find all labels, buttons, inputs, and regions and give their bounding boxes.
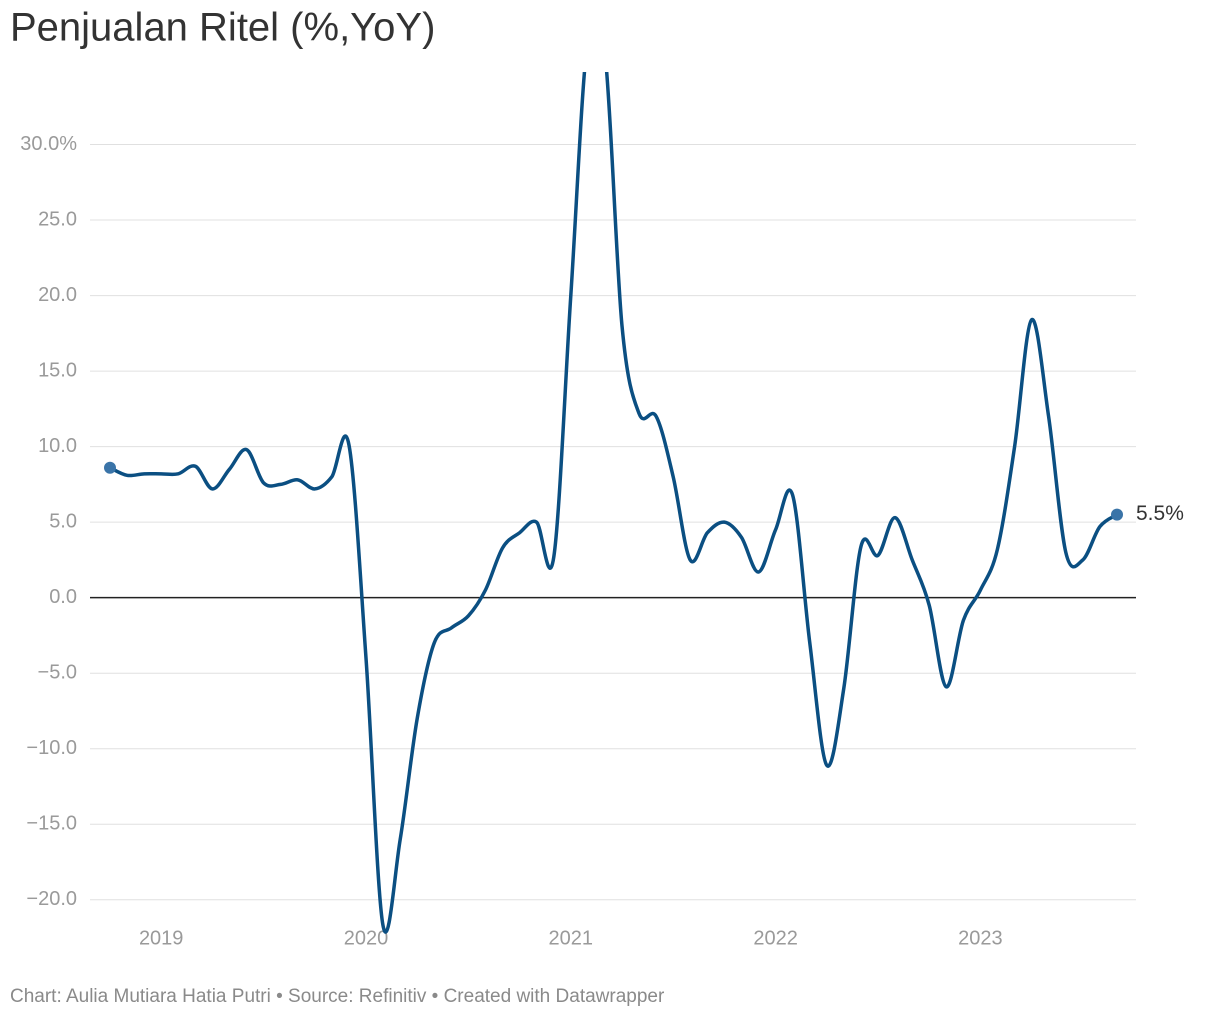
x-tick-label: 2023 (958, 927, 1003, 949)
x-tick-label: 2020 (344, 927, 389, 949)
x-tick-label: 2019 (139, 927, 184, 949)
y-tick-label: 5.0 (49, 510, 77, 532)
y-tick-label: −5.0 (38, 661, 77, 683)
y-tick-label: 25.0 (38, 208, 77, 230)
x-tick-label: 2021 (549, 927, 594, 949)
y-tick-label: −10.0 (26, 737, 77, 759)
y-tick-label: 20.0 (38, 284, 77, 306)
y-tick-label: 10.0 (38, 435, 77, 457)
y-tick-label: −20.0 (26, 888, 77, 910)
y-tick-label: −15.0 (26, 813, 77, 835)
value-label: 5.5% (1136, 502, 1184, 525)
x-tick-label: 2022 (753, 927, 798, 949)
end-dot (1111, 508, 1123, 521)
y-tick-label: 30.0% (20, 133, 77, 155)
footer: Chart: Aulia Mutiara Hatia Putri • Sourc… (10, 986, 665, 1007)
chart-title: Penjualan Ritel (%,YoY) (10, 6, 435, 50)
end-dot (104, 461, 116, 474)
line (109, 72, 1119, 934)
y-tick-label: 15.0 (38, 359, 77, 381)
y-tick-label: 0.0 (49, 586, 77, 608)
